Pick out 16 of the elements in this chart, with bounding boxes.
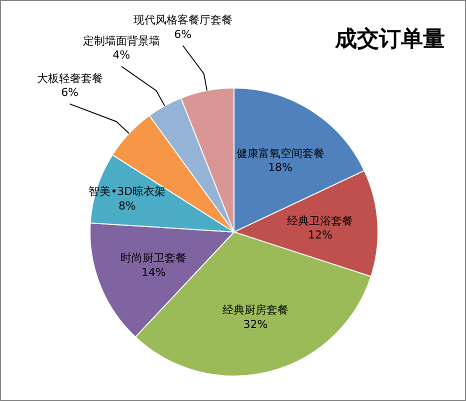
slice-label: 健康富氧空间套餐: [236, 146, 324, 160]
slice-label: 时尚厨卫套餐: [120, 252, 187, 265]
slice-label: 大板轻奢套餐: [36, 72, 103, 85]
data-label: 32%: [243, 318, 268, 331]
slice-label: 现代风格客餐厅套餐: [133, 14, 232, 27]
data-label: 6%: [61, 86, 79, 100]
data-label: 4%: [112, 48, 130, 62]
slice-label: 定制墙面背景墙: [82, 34, 160, 48]
data-label: 12%: [308, 228, 332, 242]
data-label: 18%: [268, 161, 293, 174]
slice-label: 经典卫浴套餐: [287, 214, 354, 228]
data-label: 14%: [141, 266, 166, 279]
slice-label: 经典厨房套餐: [222, 303, 288, 316]
text: 成交订单量: [334, 26, 445, 52]
data-label: 8%: [118, 199, 136, 212]
data-label: 6%: [174, 28, 192, 41]
